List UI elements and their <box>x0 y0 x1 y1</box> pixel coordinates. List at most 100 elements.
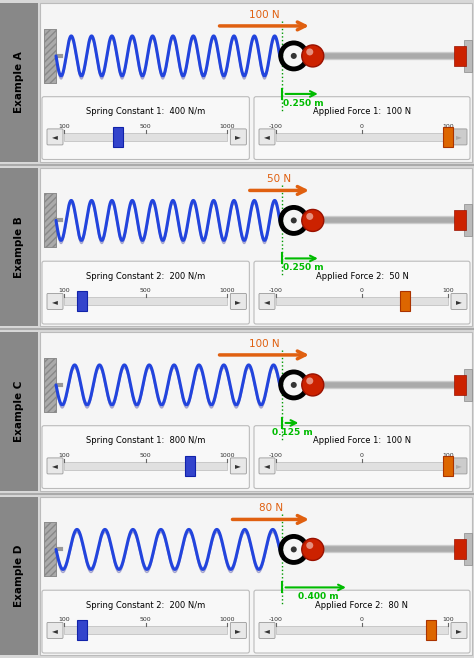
Text: 100: 100 <box>442 124 454 129</box>
Text: ◄: ◄ <box>264 132 270 141</box>
Text: 1000: 1000 <box>219 124 235 129</box>
Circle shape <box>302 45 324 67</box>
Text: Spring Constant 2:  200 N/m: Spring Constant 2: 200 N/m <box>86 272 205 280</box>
Text: 1000: 1000 <box>219 453 235 458</box>
Text: 0.125 m: 0.125 m <box>272 428 313 437</box>
Text: 100 N: 100 N <box>249 339 280 349</box>
Text: -100: -100 <box>269 288 283 293</box>
Bar <box>400 291 410 311</box>
Text: 100 N: 100 N <box>249 10 280 20</box>
Text: 0.250 m: 0.250 m <box>283 99 323 108</box>
Circle shape <box>291 382 297 388</box>
Text: Applied Force 1:  100 N: Applied Force 1: 100 N <box>313 107 411 116</box>
Text: 50 N: 50 N <box>267 174 292 184</box>
Bar <box>64 626 228 634</box>
Text: ◄: ◄ <box>264 297 270 306</box>
Text: Example D: Example D <box>14 545 24 607</box>
Bar <box>276 133 448 141</box>
Bar <box>454 46 466 66</box>
Text: ►: ► <box>456 626 462 635</box>
Text: Spring Constant 1:  400 N/m: Spring Constant 1: 400 N/m <box>86 107 205 116</box>
Bar <box>0 332 38 490</box>
Bar <box>113 127 123 147</box>
FancyBboxPatch shape <box>47 622 63 638</box>
Text: 0.400 m: 0.400 m <box>298 592 339 601</box>
Bar <box>44 193 56 247</box>
Bar <box>0 332 474 490</box>
Bar <box>0 497 474 655</box>
Text: ►: ► <box>236 297 241 306</box>
Text: 100: 100 <box>58 288 70 293</box>
FancyBboxPatch shape <box>230 293 246 309</box>
Bar <box>44 358 56 412</box>
Circle shape <box>291 217 297 224</box>
Circle shape <box>306 542 313 549</box>
Bar <box>0 497 38 655</box>
Bar <box>185 456 195 476</box>
FancyBboxPatch shape <box>42 97 249 159</box>
Bar <box>64 133 228 141</box>
Text: 100: 100 <box>442 453 454 458</box>
Circle shape <box>306 213 313 220</box>
Bar <box>44 29 56 83</box>
Bar <box>0 168 474 326</box>
Text: ►: ► <box>456 297 462 306</box>
Bar <box>464 40 472 72</box>
Text: ◄: ◄ <box>52 297 58 306</box>
Text: 0.250 m: 0.250 m <box>283 263 323 272</box>
Bar <box>64 462 228 470</box>
FancyBboxPatch shape <box>451 622 467 638</box>
FancyBboxPatch shape <box>42 426 249 488</box>
Text: ◄: ◄ <box>52 132 58 141</box>
Text: Spring Constant 1:  800 N/m: Spring Constant 1: 800 N/m <box>86 436 205 445</box>
Bar <box>44 193 56 247</box>
Bar <box>426 620 436 640</box>
FancyBboxPatch shape <box>47 129 63 145</box>
Bar <box>464 534 472 565</box>
Text: 100: 100 <box>58 617 70 622</box>
Text: Example B: Example B <box>14 216 24 278</box>
Circle shape <box>306 49 313 55</box>
Text: Applied Force 1:  100 N: Applied Force 1: 100 N <box>313 436 411 445</box>
FancyBboxPatch shape <box>230 622 246 638</box>
Text: Example A: Example A <box>14 51 24 113</box>
Circle shape <box>302 209 324 232</box>
Bar <box>0 3 38 161</box>
FancyBboxPatch shape <box>259 458 275 474</box>
Bar <box>443 456 453 476</box>
Bar <box>0 168 38 326</box>
Text: 500: 500 <box>140 453 152 458</box>
Text: ►: ► <box>456 132 462 141</box>
FancyBboxPatch shape <box>254 590 470 653</box>
Bar <box>454 211 466 230</box>
FancyBboxPatch shape <box>259 129 275 145</box>
Text: 500: 500 <box>140 124 152 129</box>
FancyBboxPatch shape <box>254 426 470 488</box>
Text: ◄: ◄ <box>264 461 270 470</box>
Text: 1000: 1000 <box>219 617 235 622</box>
FancyBboxPatch shape <box>259 293 275 309</box>
Text: ◄: ◄ <box>52 626 58 635</box>
Bar <box>276 297 448 305</box>
Text: ►: ► <box>236 132 241 141</box>
Bar <box>276 462 448 470</box>
Text: Applied Force 2:  50 N: Applied Force 2: 50 N <box>316 272 409 280</box>
FancyBboxPatch shape <box>47 458 63 474</box>
Bar <box>44 29 56 83</box>
Text: Spring Constant 2:  200 N/m: Spring Constant 2: 200 N/m <box>86 601 205 609</box>
Circle shape <box>302 538 324 561</box>
Bar <box>77 620 87 640</box>
Text: ◄: ◄ <box>264 626 270 635</box>
Bar <box>454 375 466 395</box>
FancyBboxPatch shape <box>259 622 275 638</box>
Text: -100: -100 <box>269 124 283 129</box>
Text: 500: 500 <box>140 617 152 622</box>
Text: 0: 0 <box>360 453 364 458</box>
Bar <box>464 369 472 401</box>
Circle shape <box>306 378 313 384</box>
Text: Example C: Example C <box>14 380 24 442</box>
FancyBboxPatch shape <box>451 458 467 474</box>
FancyBboxPatch shape <box>451 129 467 145</box>
Text: 100: 100 <box>58 124 70 129</box>
Bar <box>77 291 87 311</box>
